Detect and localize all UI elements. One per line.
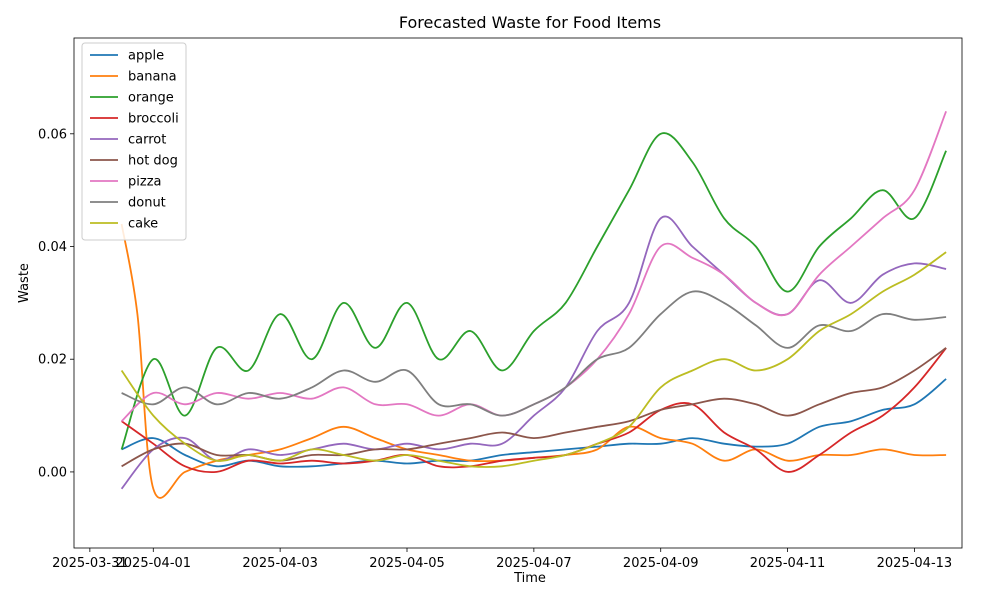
- series-line-orange: [120, 132, 947, 450]
- y-tick-label: 0.06: [38, 127, 67, 142]
- series-line-apple: [121, 378, 947, 468]
- x-axis-label: Time: [513, 571, 546, 586]
- legend-label: broccoli: [128, 112, 179, 127]
- legend-frame: [81, 42, 187, 241]
- x-tick-label: 2025-04-05: [369, 556, 445, 571]
- chart-title: Forecasted Waste for Food Items: [399, 13, 661, 32]
- y-tick-label: 0.02: [38, 353, 67, 368]
- series-line-donut: [121, 290, 947, 417]
- legend: apple banana orange broccoli carrot hot dog pi…: [81, 42, 187, 241]
- series-layer: [120, 110, 947, 499]
- legend-label: cake: [128, 217, 158, 232]
- y-tick-label: 0.00: [38, 465, 67, 480]
- x-tick-label: 2025-03-31: [52, 556, 128, 571]
- legend-label: orange: [128, 91, 174, 106]
- x-tick-label: 2025-04-11: [750, 556, 826, 571]
- series-line-cake: [120, 251, 947, 468]
- x-tick-label: 2025-04-01: [116, 556, 192, 571]
- legend-label: apple: [128, 49, 164, 64]
- x-tick-label: 2025-04-03: [242, 556, 318, 571]
- legend-label: donut: [128, 196, 166, 211]
- x-tick-label: 2025-04-09: [623, 556, 699, 571]
- y-tick-label: 0.04: [38, 240, 67, 255]
- legend-label: hot dog: [128, 154, 178, 169]
- series-line-broccoli: [121, 347, 947, 474]
- legend-label: pizza: [128, 175, 161, 190]
- x-tick-label: 2025-04-07: [496, 556, 572, 571]
- x-tick-label: 2025-04-13: [877, 556, 953, 571]
- legend-label: banana: [128, 70, 177, 85]
- y-axis-label: Waste: [17, 263, 32, 303]
- legend-label: carrot: [128, 133, 166, 148]
